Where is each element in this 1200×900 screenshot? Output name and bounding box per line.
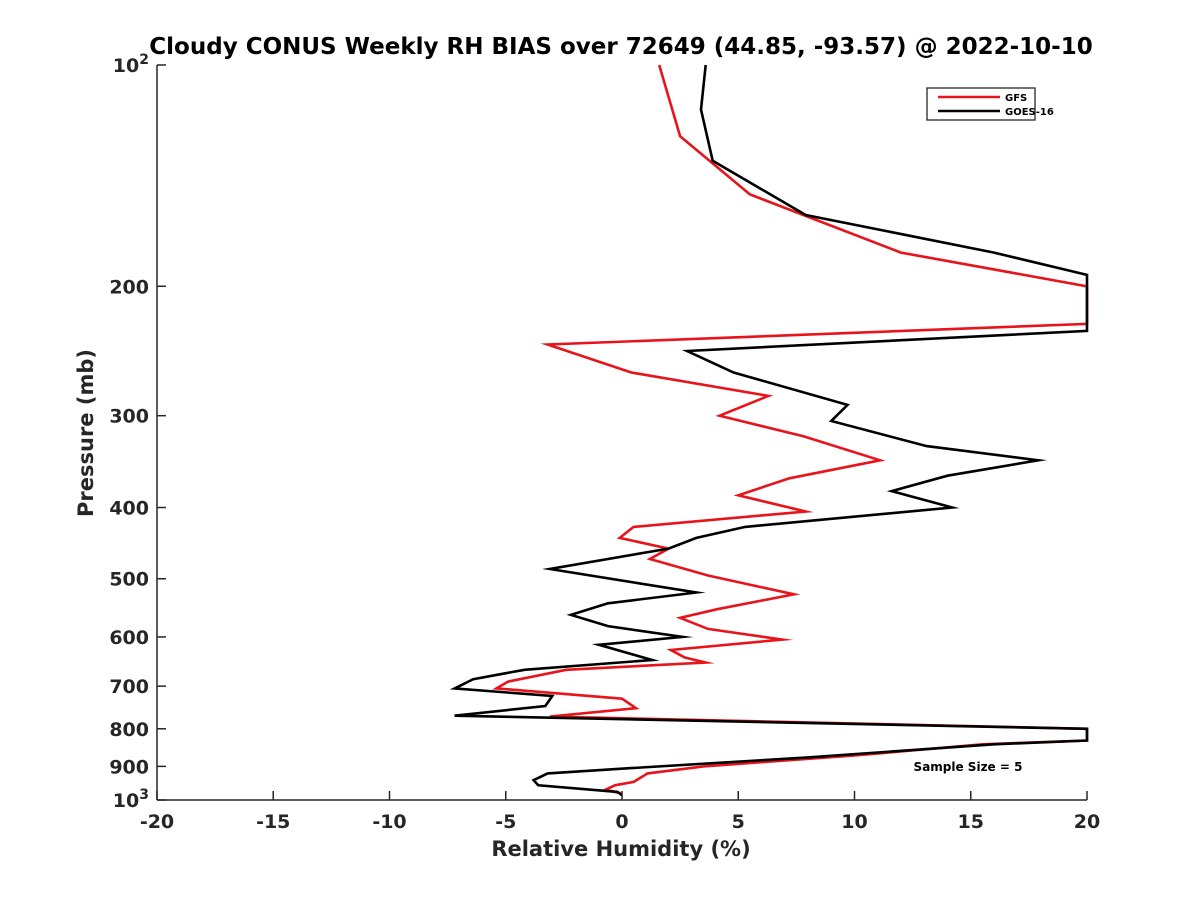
x-tick-label: -5 xyxy=(495,811,516,833)
x-tick-label: 15 xyxy=(958,811,984,833)
legend-label: GFS xyxy=(1005,93,1027,104)
y-tick-label: 400 xyxy=(109,498,149,520)
x-tick-label: 5 xyxy=(732,811,745,833)
legend: GFS GOES-16 xyxy=(926,87,1054,121)
legend-label: GOES-16 xyxy=(1005,107,1054,118)
x-tick-label: 10 xyxy=(841,811,867,833)
y-tick-label: 103 xyxy=(113,787,149,812)
y-tick-label: 800 xyxy=(109,719,149,741)
x-tick-label: -20 xyxy=(140,811,174,833)
y-tick-label: 102 xyxy=(113,52,149,77)
chart-title: Cloudy CONUS Weekly RH BIAS over 72649 (… xyxy=(149,34,1092,60)
x-tick-label: 0 xyxy=(615,811,628,833)
y-tick-label: 900 xyxy=(109,756,149,778)
series-line-gfs xyxy=(492,64,1089,795)
x-axis-label: Relative Humidity (%) xyxy=(491,837,750,861)
y-tick-label: 300 xyxy=(109,406,149,428)
y-tick-label: 500 xyxy=(109,569,149,591)
x-tick-label: -10 xyxy=(372,811,406,833)
y-tick-label: 200 xyxy=(109,276,149,298)
legend-box xyxy=(926,87,1036,121)
y-axis-label: Pressure (mb) xyxy=(74,349,98,517)
y-tick-label: 700 xyxy=(109,676,149,698)
series-line-goes-16 xyxy=(449,64,1089,797)
series-lines xyxy=(449,64,1089,797)
sample-size-annotation: Sample Size = 5 xyxy=(914,760,1023,774)
x-tick-label: 20 xyxy=(1074,811,1100,833)
x-tick-label: -15 xyxy=(256,811,290,833)
y-tick-label: 600 xyxy=(109,627,149,649)
axes: -20 -15 -10 -5 0 5 10 15 20 102 200 300 400 500 600 700… xyxy=(109,52,1100,833)
